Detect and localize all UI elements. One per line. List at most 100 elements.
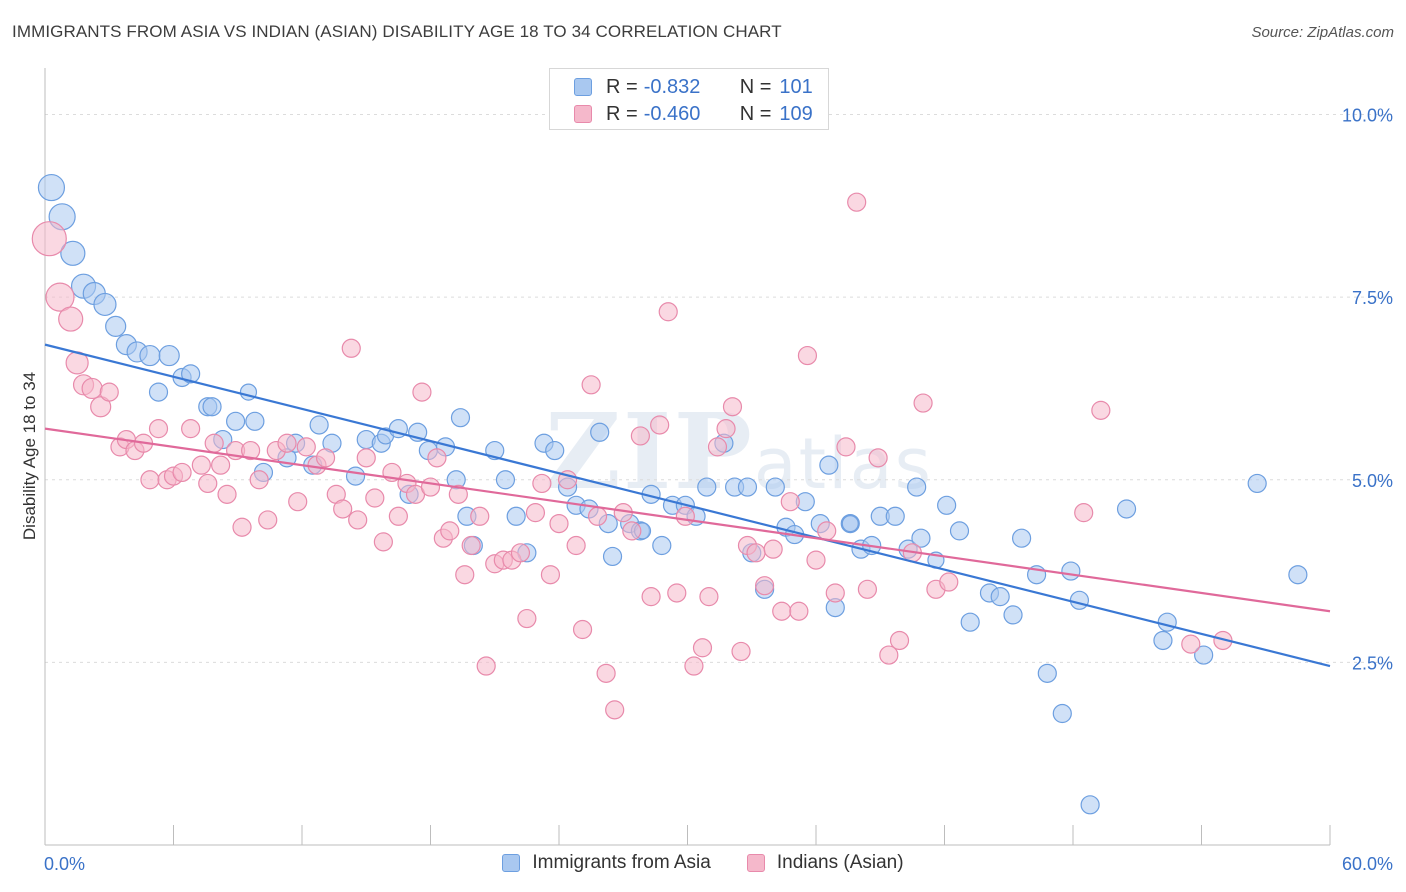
indian-point-38 — [356, 448, 376, 468]
indian-point-89 — [763, 539, 783, 559]
indian-point-79 — [684, 656, 704, 676]
indian-point-27 — [258, 510, 278, 530]
indian-point-109 — [1181, 634, 1201, 654]
asia-point-78 — [911, 528, 931, 548]
indian-point-42 — [388, 506, 408, 526]
asia-point-41 — [506, 506, 526, 526]
indian-point-107 — [1074, 503, 1094, 523]
asia-point-61 — [737, 477, 758, 497]
y-tick-label-2: 7.5% — [1352, 288, 1393, 308]
indian-point-84 — [722, 397, 743, 417]
indian-point-39 — [365, 488, 385, 508]
legend-r-value: -0.460 — [643, 102, 701, 125]
y-tick-label-1: 5.0% — [1352, 471, 1393, 491]
indian-point-30 — [288, 492, 308, 512]
indian-point-78 — [675, 506, 695, 526]
legend-n-value: 109 — [779, 102, 813, 125]
indian-point-2 — [58, 306, 84, 332]
asia-trend-line — [44, 343, 1331, 668]
indian-point-50 — [448, 484, 468, 504]
y-axis-label: Disability Age 18 to 34 — [20, 371, 39, 541]
indian-point-6 — [90, 396, 112, 418]
legend-n-value: 101 — [779, 75, 813, 98]
indian-point-33 — [315, 448, 336, 468]
indian-point-93 — [797, 345, 818, 366]
legend-r-label: R = — [606, 102, 638, 125]
indian-point-58 — [510, 543, 531, 563]
indian-point-80 — [692, 638, 713, 658]
indian-point-74 — [641, 587, 661, 607]
asia-point-89 — [1061, 561, 1081, 581]
stats-legend: R = -0.832 N = 101 R = -0.460 N = 109 — [549, 68, 829, 130]
legend-row-asia: R = -0.832 N = 101 — [574, 74, 813, 100]
indian-point-35 — [333, 499, 353, 519]
asia-point-88 — [1052, 703, 1072, 724]
indian-point-67 — [581, 375, 601, 395]
indian-point-21 — [211, 455, 231, 475]
asia-point-0 — [37, 173, 66, 202]
asia-point-17 — [226, 411, 246, 431]
indian-point-29 — [277, 433, 297, 453]
legend-swatch-asia — [502, 854, 521, 872]
indian-point-51 — [455, 565, 475, 585]
asia-point-91 — [1080, 795, 1100, 815]
indian-point-87 — [746, 543, 766, 563]
indian-point-18 — [191, 455, 211, 475]
legend-swatch-asia — [574, 78, 592, 96]
asia-point-11 — [148, 382, 169, 402]
asia-point-95 — [1194, 645, 1214, 665]
legend-swatch-indian — [746, 854, 765, 872]
asia-point-54 — [652, 535, 672, 556]
asia-point-40 — [495, 470, 516, 490]
asia-point-80 — [949, 521, 970, 541]
indian-point-83 — [716, 419, 736, 439]
x-tick-label-max: 60.0% — [1342, 854, 1393, 874]
asia-point-13 — [181, 364, 201, 384]
indian-point-52 — [461, 535, 481, 556]
indian-point-61 — [532, 473, 552, 494]
indian-point-26 — [249, 470, 269, 490]
data-points — [31, 173, 1308, 815]
asia-point-92 — [1116, 499, 1137, 519]
indian-point-96 — [825, 583, 845, 603]
asia-point-44 — [545, 440, 565, 461]
indian-point-36 — [341, 338, 361, 358]
asia-point-24 — [309, 415, 329, 435]
indian-point-59 — [517, 608, 537, 629]
indian-point-47 — [427, 448, 447, 468]
indian-point-13 — [148, 419, 169, 439]
asia-point-90 — [1069, 590, 1090, 610]
asia-point-58 — [697, 477, 717, 497]
indian-point-98 — [847, 192, 867, 212]
indian-point-63 — [549, 513, 569, 534]
asia-point-6 — [105, 315, 127, 337]
indian-point-17 — [181, 419, 201, 439]
indian-point-49 — [440, 521, 460, 541]
asia-point-99 — [841, 514, 859, 533]
asia-point-75 — [885, 506, 905, 526]
asia-point-87 — [1037, 663, 1057, 683]
asia-point-36 — [450, 408, 471, 428]
indian-point-106 — [939, 572, 959, 592]
asia-point-94 — [1157, 612, 1177, 632]
legend-row-indian: R = -0.460 N = 109 — [574, 101, 813, 127]
asia-point-15 — [202, 397, 222, 417]
indian-point-77 — [667, 583, 687, 603]
asia-point-50 — [602, 546, 623, 567]
indian-point-19 — [198, 473, 218, 494]
indian-point-90 — [772, 601, 792, 621]
indian-point-46 — [420, 477, 441, 497]
indian-point-0 — [31, 221, 67, 257]
legend-item-indian: Indians (Asian) — [746, 852, 904, 874]
indian-point-37 — [348, 510, 368, 530]
indian-point-24 — [232, 517, 252, 537]
y-tick-label-0: 2.5% — [1352, 653, 1393, 673]
trend-lines — [44, 343, 1331, 668]
asia-point-93 — [1153, 630, 1173, 651]
indian-point-100 — [868, 448, 888, 468]
indian-point-76 — [658, 302, 678, 322]
x-tick-label-min: 0.0% — [44, 854, 85, 874]
indian-point-16 — [172, 462, 192, 483]
indian-point-97 — [836, 437, 856, 457]
asia-point-5 — [93, 292, 117, 317]
